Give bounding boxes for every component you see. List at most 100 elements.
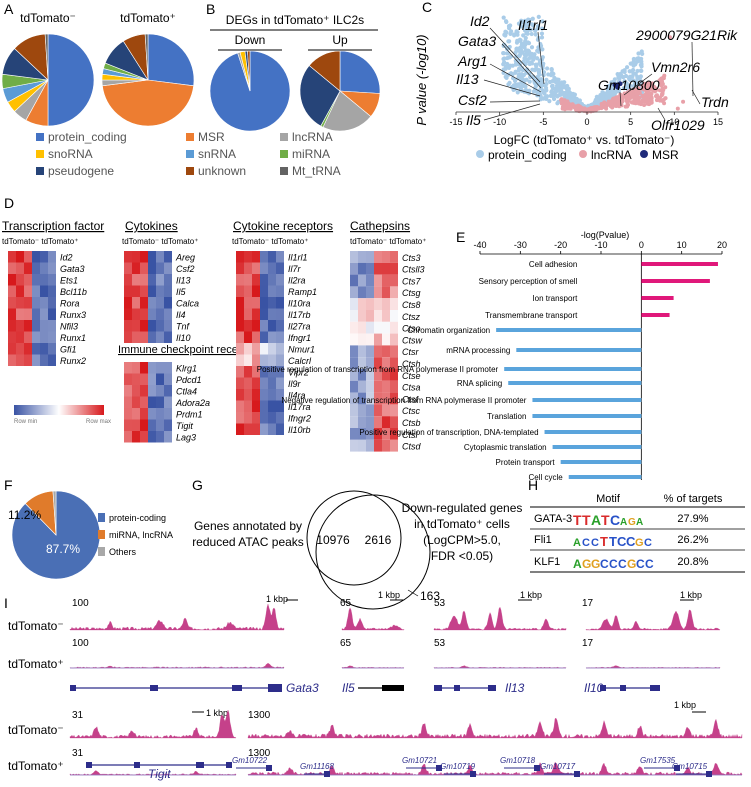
go-bar <box>504 367 642 371</box>
heatmap-cell <box>24 262 32 274</box>
heatmap-cell <box>244 343 252 355</box>
volcano-point-lncrna <box>610 98 615 103</box>
volcano-point-protein-coding <box>553 80 559 85</box>
heatmap-cytokine-receptors: Il1rl1Il7rIl2raRamp1Il10raIl17rbIl27raIf… <box>236 251 317 435</box>
heatmap-cell <box>366 333 374 346</box>
go-bar <box>641 279 710 283</box>
heatmap-gene-label: Gata3 <box>60 264 85 274</box>
volcano-point-outlier <box>681 99 686 104</box>
heatmap-cell <box>268 377 276 389</box>
heatmap-cell <box>32 297 40 309</box>
volcano-point-protein-coding <box>529 61 535 66</box>
volcano-point-protein-coding <box>536 14 541 19</box>
heatmap-cell <box>140 385 148 397</box>
go-bar <box>532 414 642 418</box>
volcano-point-protein-coding <box>515 38 520 43</box>
heatmap-cell <box>350 380 358 393</box>
go-term-label: RNA splicing <box>457 379 502 388</box>
volcano-point-protein-coding <box>531 89 537 94</box>
volcano-point-protein-coding <box>501 15 506 20</box>
heatmap-cell <box>236 343 244 355</box>
volcano-point-lncrna <box>657 98 662 103</box>
heatmap-cell <box>164 396 172 408</box>
heatmap-cell <box>236 389 244 401</box>
svg-text:C: C <box>610 512 620 528</box>
volcano-point-protein-coding <box>615 72 620 77</box>
volcano-point-lncrna <box>638 102 643 107</box>
gm-gene-name: Gm10719 <box>440 762 476 771</box>
volcano-point-protein-coding <box>549 89 554 94</box>
panel-label-e: E <box>456 229 465 245</box>
volcano-point-lncrna <box>633 91 638 96</box>
heatmap-cell <box>358 357 366 369</box>
heatmap-cell <box>244 366 252 378</box>
heatmap-cell <box>164 431 172 443</box>
heatmap-gene-label: Ctsw <box>402 335 423 345</box>
venn-left-only: 10976 <box>316 533 350 547</box>
volcano-point-lncrna <box>632 96 637 101</box>
heatmap-cell <box>350 333 358 346</box>
volcano-point-protein-coding <box>518 51 523 56</box>
volcano-point-outlier <box>667 35 672 40</box>
svg-text:C: C <box>645 557 654 571</box>
heatmap-cell <box>268 343 276 355</box>
heatmap-cell <box>16 262 24 274</box>
track-max-gata3-pos: 100 <box>72 638 89 649</box>
heatmap-cell <box>24 354 32 366</box>
degs-up-label: Up <box>332 33 348 47</box>
heatmap-cell <box>350 439 358 452</box>
heatmap-cell <box>236 377 244 389</box>
heatmap-cell <box>350 416 358 428</box>
volcano-point-protein-coding <box>536 67 541 72</box>
volcano-point-protein-coding <box>510 72 515 77</box>
volcano-point-protein-coding <box>504 19 509 25</box>
volcano-point-protein-coding <box>518 38 523 43</box>
heatmap-cell <box>24 308 32 320</box>
gene-label-il13: Il13 <box>456 71 479 87</box>
heatmap-cell <box>276 331 284 343</box>
heatmap-title-tf: Transcription factor <box>2 219 104 233</box>
volcano-point-protein-coding <box>538 41 543 47</box>
track-max-gata3-neg: 100 <box>72 598 89 609</box>
heatmap-cell <box>236 274 244 286</box>
svg-text:C: C <box>600 557 609 571</box>
volcano-point-protein-coding <box>521 41 526 46</box>
heatmap-cell <box>148 396 156 408</box>
heatmap-cell <box>390 392 398 405</box>
heatmap-cell <box>350 321 358 334</box>
pie-chart-degs-down <box>209 50 291 132</box>
volcano-point-protein-coding <box>612 77 617 82</box>
heatmap-cell <box>124 297 132 309</box>
heatmap-gene-label: Ifngr1 <box>288 333 311 343</box>
gene-name-il13: Il13 <box>505 681 525 695</box>
heatmap-cell <box>8 251 16 263</box>
heatmap-cell <box>358 274 366 287</box>
volcano-point-msr <box>617 81 623 87</box>
heatmap-cell <box>16 320 24 332</box>
heatmap-cell <box>40 274 48 286</box>
track-max-gm-neg: 1300 <box>248 710 271 721</box>
heatmap-gene-label: Cts8 <box>402 300 421 310</box>
heatmap-scale-max: Row max <box>86 419 111 425</box>
heatmap-cell <box>366 262 374 275</box>
volcano-point-protein-coding <box>523 23 528 28</box>
heatmap-cell <box>382 416 390 428</box>
legend-swatch-unknown <box>186 167 194 175</box>
gene-label-gm10800: Gm10800 <box>598 77 660 93</box>
heatmap-cell <box>252 423 260 435</box>
heatmap-cell <box>124 262 132 274</box>
heatmap-cell <box>148 251 156 263</box>
pie-slice-lncrna <box>322 90 372 132</box>
volcano-point-protein-coding <box>541 96 546 101</box>
heatmap-cell <box>374 404 382 417</box>
heatmap-cell <box>132 331 140 343</box>
volcano-point-lncrna <box>661 97 666 102</box>
svg-text:T: T <box>601 512 610 528</box>
heatmap-gene-label: Il4 <box>176 310 186 320</box>
gm-gene-name: Gm17535 <box>640 756 676 765</box>
heatmap-cell <box>24 297 32 309</box>
heatmap-cell <box>156 274 164 286</box>
heatmap-cell <box>252 297 260 309</box>
legend-f-protein-coding: protein-coding <box>109 513 166 523</box>
volcano-point-lncrna <box>579 107 584 112</box>
